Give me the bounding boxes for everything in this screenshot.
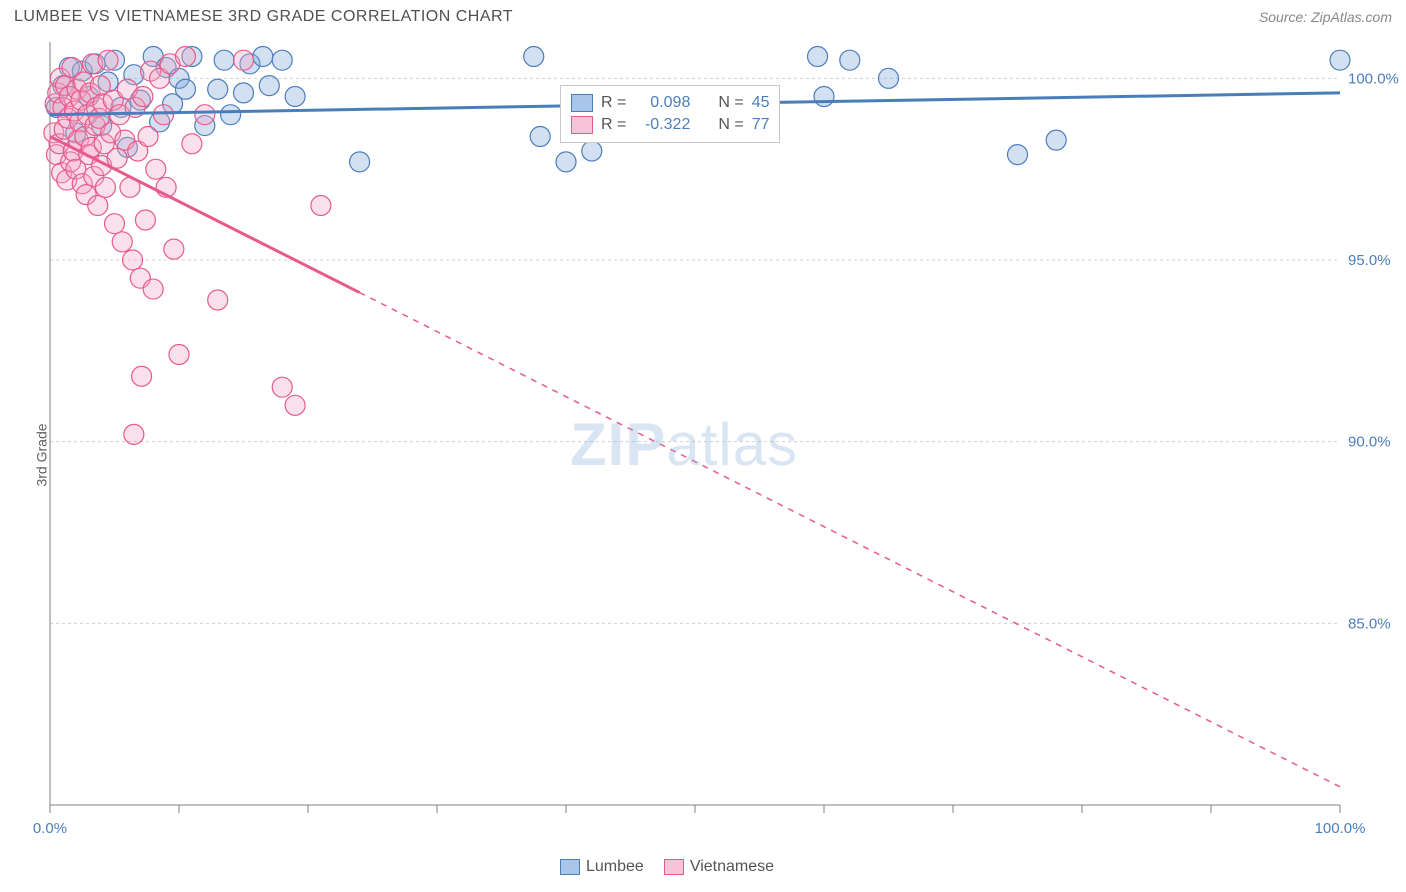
data-point [133, 87, 153, 107]
data-point [285, 395, 305, 415]
data-point [112, 232, 132, 252]
data-point [208, 290, 228, 310]
y-tick-label: 100.0% [1348, 70, 1399, 87]
legend-r-label: R = [601, 116, 626, 134]
data-point [175, 79, 195, 99]
data-point [164, 239, 184, 259]
data-point [814, 87, 834, 107]
data-point [234, 83, 254, 103]
legend-item: Vietnamese [664, 858, 774, 876]
chart-container: 3rd Grade 85.0%90.0%95.0%100.0%0.0%100.0… [0, 30, 1406, 880]
data-point [214, 50, 234, 70]
data-point [285, 87, 305, 107]
data-point [253, 47, 273, 67]
legend-swatch [571, 116, 593, 134]
data-point [88, 196, 108, 216]
data-point [195, 105, 215, 125]
data-point [530, 126, 550, 146]
legend-n-value: 77 [752, 116, 770, 134]
data-point [556, 152, 576, 172]
data-point [350, 152, 370, 172]
trend-line-extrapolated [360, 293, 1340, 787]
chart-header: LUMBEE VS VIETNAMESE 3RD GRADE CORRELATI… [0, 0, 1406, 30]
data-point [124, 424, 144, 444]
data-point [154, 105, 174, 125]
data-point [182, 134, 202, 154]
y-tick-label: 85.0% [1348, 615, 1391, 632]
data-point [272, 50, 292, 70]
data-point [524, 47, 544, 67]
data-point [1046, 130, 1066, 150]
legend-n-label: N = [718, 94, 743, 112]
data-point [175, 47, 195, 67]
legend-row: R = -0.322 N = 77 [571, 114, 769, 136]
legend-swatch [560, 859, 580, 875]
data-point [879, 68, 899, 88]
data-point [272, 377, 292, 397]
scatter-chart: 85.0% 90.0% 95.0% 100.0% 0.0% 100.0% [0, 30, 1406, 880]
data-point [95, 177, 115, 197]
data-point [582, 141, 602, 161]
x-tick-label: 0.0% [33, 820, 67, 837]
data-point [105, 214, 125, 234]
y-tick-label: 90.0% [1348, 434, 1391, 451]
data-point [221, 105, 241, 125]
data-point [169, 344, 189, 364]
data-point [98, 50, 118, 70]
legend-n-value: 45 [752, 94, 770, 112]
legend-r-value: -0.322 [634, 116, 690, 134]
chart-source: Source: ZipAtlas.com [1259, 9, 1392, 25]
legend-item: Lumbee [560, 858, 644, 876]
legend-row: R = 0.098 N = 45 [571, 92, 769, 114]
data-point [208, 79, 228, 99]
legend-n-label: N = [718, 116, 743, 134]
data-point [1008, 145, 1028, 165]
y-tick-label: 95.0% [1348, 252, 1391, 269]
data-point [840, 50, 860, 70]
data-point [143, 279, 163, 299]
chart-title: LUMBEE VS VIETNAMESE 3RD GRADE CORRELATI… [14, 8, 513, 26]
data-point [132, 366, 152, 386]
data-point [1330, 50, 1350, 70]
legend-label: Lumbee [586, 858, 644, 875]
data-point [234, 50, 254, 70]
legend-swatch [571, 94, 593, 112]
legend-r-value: 0.098 [634, 94, 690, 112]
series-legend: Lumbee Vietnamese [560, 858, 774, 876]
correlation-legend: R = 0.098 N = 45 R = -0.322 N = 77 [560, 85, 780, 143]
legend-swatch [664, 859, 684, 875]
data-point [135, 210, 155, 230]
x-tick-label: 100.0% [1315, 820, 1366, 837]
legend-r-label: R = [601, 94, 626, 112]
data-point [311, 196, 331, 216]
data-point [808, 47, 828, 67]
data-point [259, 76, 279, 96]
data-point [123, 250, 143, 270]
data-point [146, 159, 166, 179]
data-point [138, 126, 158, 146]
legend-label: Vietnamese [690, 858, 774, 875]
